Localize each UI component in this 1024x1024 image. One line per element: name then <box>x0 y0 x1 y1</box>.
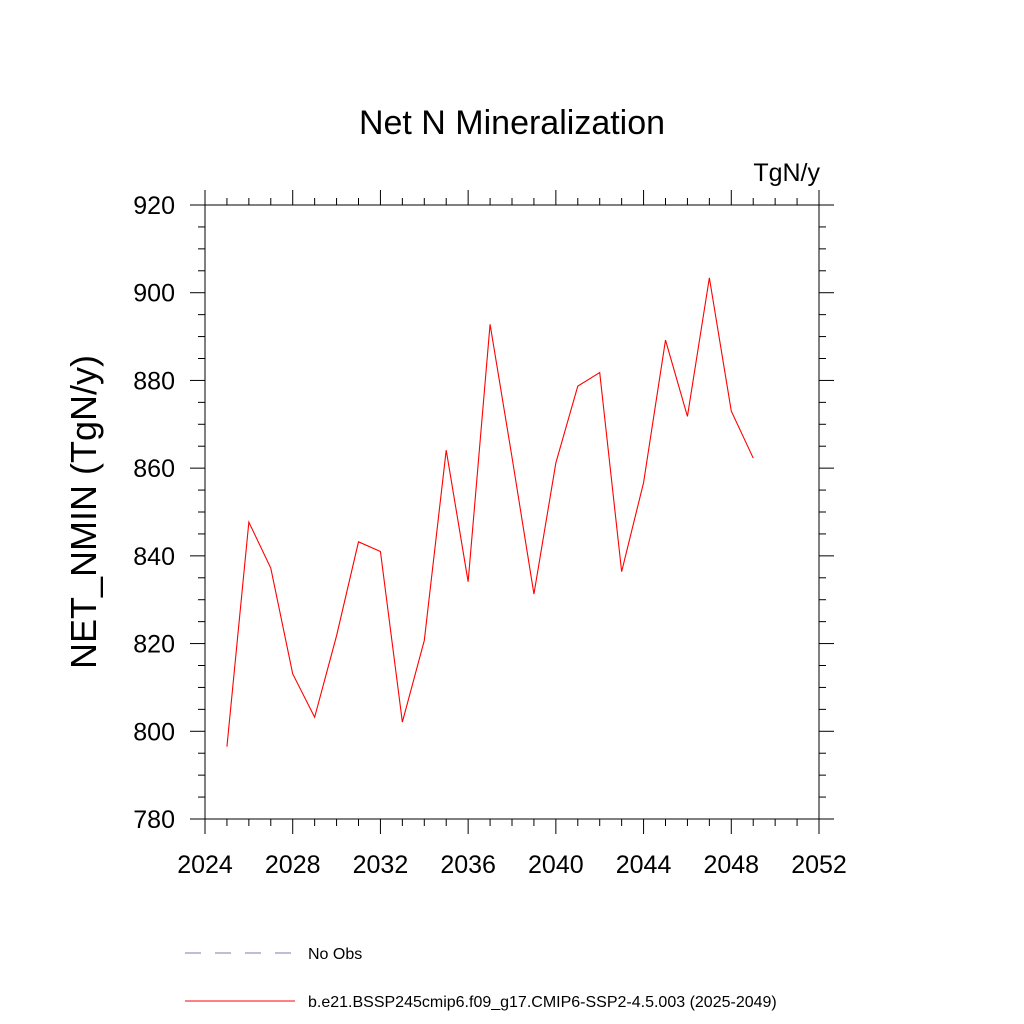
x-tick-label: 2024 <box>177 851 233 879</box>
y-tick-label: 920 <box>133 192 175 220</box>
x-tick-label: 2036 <box>440 851 496 879</box>
y-tick-label: 900 <box>133 280 175 308</box>
axis-ticks: 2024 2028 2032 2036 2040 2044 2048 2052 780 800 82… <box>133 190 847 879</box>
x-tick-label: 2052 <box>791 851 847 879</box>
chart-title: Net N Mineralization <box>359 104 665 142</box>
legend-label-series: b.e21.BSSP245cmip6.f09_g17.CMIP6-SSP2-4.… <box>308 994 777 1011</box>
x-tick-label: 2048 <box>703 851 759 879</box>
y-axis-label: NET_NMIN (TgN/y) <box>63 355 104 669</box>
y-tick-label: 780 <box>133 806 175 834</box>
y-tick-label: 840 <box>133 543 175 571</box>
y-tick-label: 820 <box>133 631 175 659</box>
y-tick-label: 880 <box>133 367 175 395</box>
units-label: TgN/y <box>753 159 820 187</box>
y-tick-label: 800 <box>133 718 175 746</box>
plot-frame <box>204 204 820 820</box>
x-tick-label: 2028 <box>265 851 321 879</box>
x-tick-label: 2040 <box>528 851 584 879</box>
series-line <box>226 277 754 747</box>
x-tick-label: 2032 <box>353 851 409 879</box>
y-tick-label: 860 <box>133 455 175 483</box>
legend-label-no-obs: No Obs <box>308 946 362 963</box>
x-tick-label: 2044 <box>616 851 672 879</box>
series-layer <box>226 277 754 747</box>
